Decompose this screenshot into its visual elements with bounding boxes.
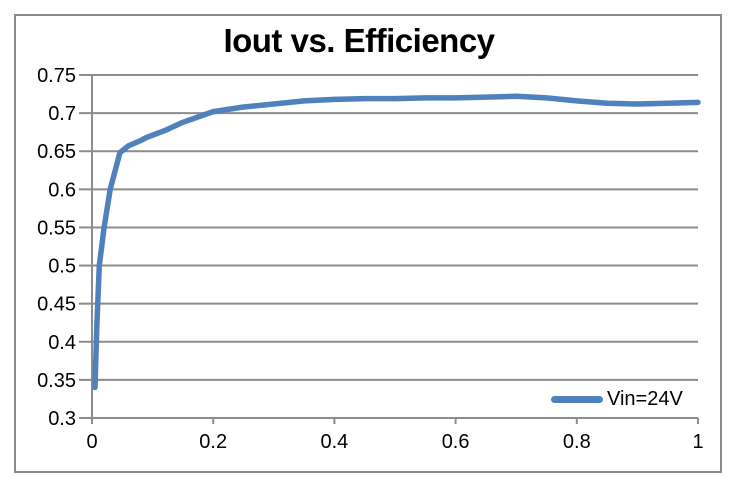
- y-tick-label: 0.3: [48, 408, 76, 430]
- y-tick-label: 0.5: [48, 256, 76, 278]
- x-tick-label: 0.6: [442, 431, 470, 453]
- x-tick-label: 0.4: [320, 431, 348, 453]
- x-tick-label: 1: [692, 431, 703, 453]
- y-tick-label: 0.35: [37, 370, 76, 392]
- chart-title: Iout vs. Efficiency: [223, 22, 495, 59]
- x-tick-label: 0.8: [563, 431, 591, 453]
- y-tick-label: 0.65: [37, 141, 76, 163]
- legend-label: Vin=24V: [607, 388, 683, 410]
- chart-area-border: [14, 14, 722, 473]
- y-tick-label: 0.4: [48, 332, 76, 354]
- x-tick-label: 0.2: [199, 431, 227, 453]
- y-tick-label: 0.75: [37, 65, 76, 87]
- y-tick-label: 0.6: [48, 179, 76, 201]
- y-tick-label: 0.55: [37, 217, 76, 239]
- y-tick-label: 0.7: [48, 103, 76, 125]
- legend-line-swatch: [551, 396, 603, 403]
- legend[interactable]: Vin=24V: [551, 388, 683, 411]
- x-tick-label: 0: [86, 431, 97, 453]
- y-tick-label: 0.45: [37, 294, 76, 316]
- efficiency-curve: [92, 93, 701, 391]
